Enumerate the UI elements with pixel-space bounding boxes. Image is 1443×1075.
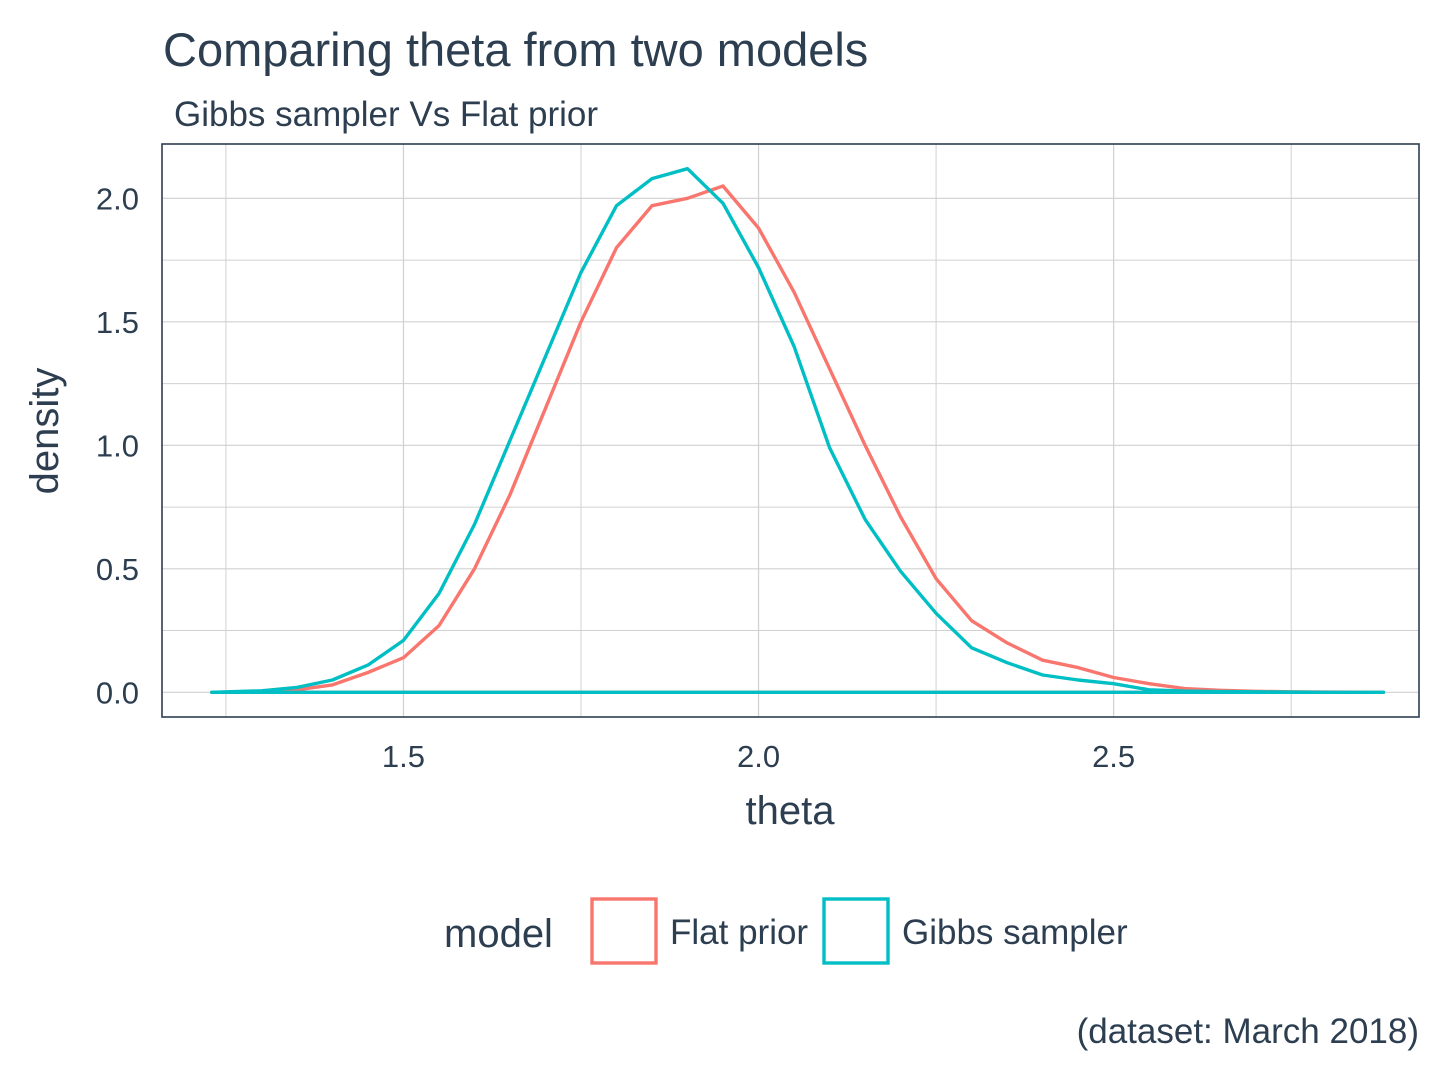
legend-items: Flat prior Gibbs sampler <box>590 897 1128 965</box>
x-tick-label: 2.0 <box>737 739 780 774</box>
density-line-gibbs-sampler <box>210 167 1386 694</box>
y-tick-label: 1.5 <box>96 305 139 340</box>
legend-key <box>822 897 890 965</box>
chart-caption: (dataset: March 2018) <box>1077 1012 1419 1051</box>
legend: model Flat prior Gibbs sampler <box>444 897 1128 965</box>
chart-title: Comparing theta from two models <box>163 23 868 76</box>
y-tick-label: 0.0 <box>96 675 139 710</box>
panel-border <box>161 143 1420 718</box>
density-lines <box>210 167 1386 694</box>
chart-subtitle: Gibbs sampler Vs Flat prior <box>174 95 598 134</box>
x-tick-label: 1.5 <box>382 739 425 774</box>
legend-key <box>590 897 658 965</box>
x-tick-label: 2.5 <box>1092 739 1135 774</box>
x-axis-ticks: 1.5 2.0 2.5 <box>382 739 1135 774</box>
density-line-flat-prior <box>210 184 1386 694</box>
x-axis-title: theta <box>746 789 836 833</box>
legend-label: Flat prior <box>670 913 808 952</box>
y-tick-label: 0.5 <box>96 552 139 587</box>
y-tick-label: 2.0 <box>96 181 139 216</box>
legend-title: model <box>444 912 553 956</box>
legend-label: Gibbs sampler <box>902 913 1128 952</box>
y-axis-ticks: 0.0 0.5 1.0 1.5 2.0 <box>96 181 139 710</box>
y-tick-label: 1.0 <box>96 428 139 463</box>
y-axis-title: density <box>23 368 67 495</box>
